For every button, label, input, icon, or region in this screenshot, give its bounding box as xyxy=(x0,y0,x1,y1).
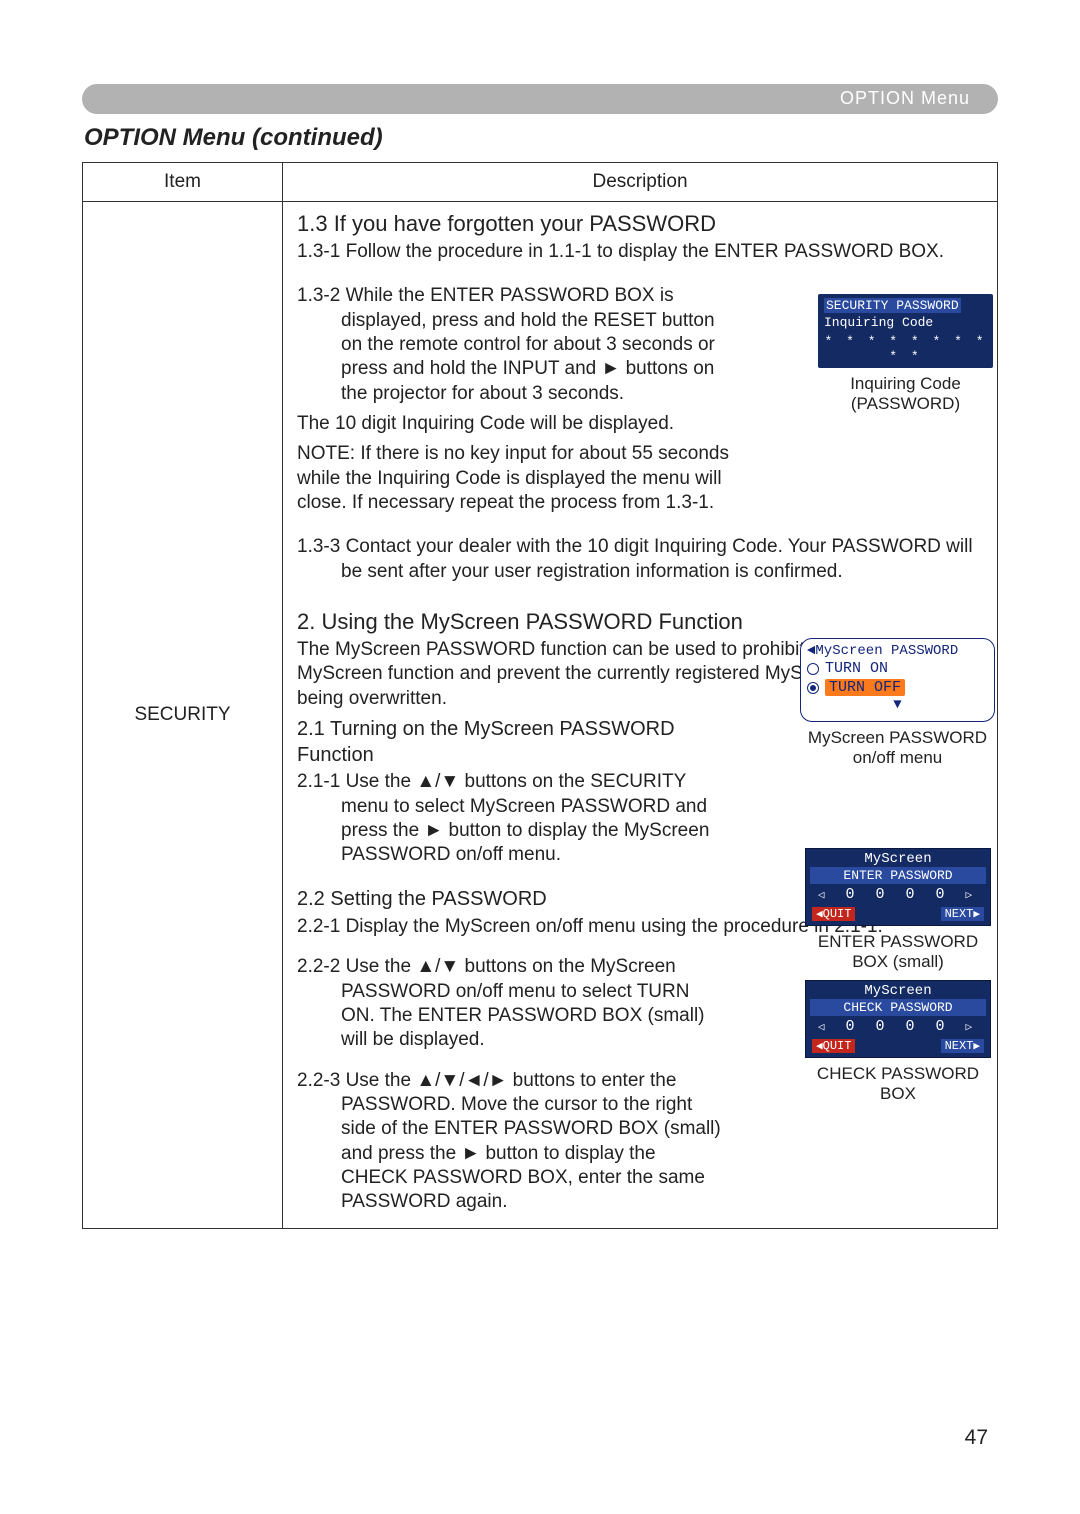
pw2-quit: ◀QUIT xyxy=(812,1039,855,1053)
radio-on-icon xyxy=(807,682,819,694)
header-tab-bar: OPTION Menu xyxy=(82,84,998,114)
pw2-caption1: CHECK PASSWORD xyxy=(805,1064,991,1084)
p-1-3-2: 1.3-2 While the ENTER PASSWORD BOX is di… xyxy=(297,284,729,406)
pw2-quit-label: QUIT xyxy=(823,1039,852,1053)
cell-desc: 1.3 If you have forgotten your PASSWORD … xyxy=(283,202,998,1229)
option-table: Item Description SECURITY 1.3 If you hav… xyxy=(82,162,998,1229)
chevron-down-icon: ▼ xyxy=(807,697,988,713)
th-item: Item xyxy=(83,163,283,202)
p-2-2-2: 2.2-2 Use the ▲/▼ buttons on the MyScree… xyxy=(297,955,727,1052)
section-title: OPTION Menu (continued) xyxy=(84,124,998,152)
ms-opt-off: TURN OFF xyxy=(825,679,905,696)
pw2-digits-text: 0 0 0 0 xyxy=(845,1018,950,1035)
p-2-2-3: 2.2-3 Use the ▲/▼/◄/► buttons to enter t… xyxy=(297,1069,727,1215)
ms-caption1: MyScreen PASSWORD xyxy=(800,728,995,748)
iq-code: * * * * * * * * * * xyxy=(824,334,987,364)
p-1-3-3: 1.3-3 Contact your dealer with the 10 di… xyxy=(297,535,983,584)
p-1-3-2b: The 10 digit Inquiring Code will be disp… xyxy=(297,412,729,436)
ms-caption2: on/off menu xyxy=(800,748,995,768)
pw2-title: MyScreen xyxy=(810,983,986,999)
pw2-digits: ◁ 0 0 0 0 ▷ xyxy=(810,1016,986,1037)
pw1-caption2: BOX (small) xyxy=(805,952,991,972)
pw1-quit-label: QUIT xyxy=(823,907,852,921)
enter-password-figure: MyScreen ENTER PASSWORD ◁ 0 0 0 0 ▷ ◀QUI… xyxy=(805,848,991,973)
pw1-quit: ◀QUIT xyxy=(812,907,855,921)
pw1-next-label: NEXT xyxy=(945,907,974,921)
pw1-digits: ◁ 0 0 0 0 ▷ xyxy=(810,884,986,905)
pw1-next: NEXT▶ xyxy=(941,907,984,921)
ms-title: ◄MyScreen PASSWORD xyxy=(807,643,988,659)
radio-off-icon xyxy=(807,663,819,675)
p-1-3-1: 1.3-1 Follow the procedure in 1.1-1 to d… xyxy=(297,240,983,264)
p-2-1-1: 2.1-1 Use the ▲/▼ buttons on the SECURIT… xyxy=(297,770,727,867)
iq-caption2: (PASSWORD) xyxy=(818,394,993,414)
ms-row-on: TURN ON xyxy=(807,659,988,678)
p-1-3-2c: NOTE: If there is no key input for about… xyxy=(297,442,729,515)
heading-1-3: 1.3 If you have forgotten your PASSWORD xyxy=(297,210,983,238)
iq-sub: Inquiring Code xyxy=(824,315,987,330)
pw2-caption2: BOX xyxy=(805,1084,991,1104)
pw2-next: NEXT▶ xyxy=(941,1039,984,1053)
ms-row-off: TURN OFF xyxy=(807,678,988,697)
pw1-bar: ENTER PASSWORD xyxy=(810,867,986,884)
page-number: 47 xyxy=(965,1426,988,1450)
pw1-caption1: ENTER PASSWORD xyxy=(805,932,991,952)
iq-caption1: Inquiring Code xyxy=(818,374,993,394)
ms-opt-on: TURN ON xyxy=(825,660,888,677)
heading-2-1: 2.1 Turning on the MyScreen PASSWORD Fun… xyxy=(297,717,727,768)
check-password-figure: MyScreen CHECK PASSWORD ◁ 0 0 0 0 ▷ ◀QUI… xyxy=(805,980,991,1105)
myscreen-onoff-figure: ◄MyScreen PASSWORD TURN ON TURN OFF ▼ My… xyxy=(800,638,995,769)
check-password-panel: MyScreen CHECK PASSWORD ◁ 0 0 0 0 ▷ ◀QUI… xyxy=(805,980,991,1058)
pw2-next-label: NEXT xyxy=(945,1039,974,1053)
inquiring-code-figure: SECURITY PASSWORD Inquiring Code * * * *… xyxy=(818,294,993,415)
heading-2: 2. Using the MyScreen PASSWORD Function xyxy=(297,608,983,636)
header-tab-label: OPTION Menu xyxy=(840,88,970,109)
th-desc: Description xyxy=(283,163,998,202)
enter-password-panel: MyScreen ENTER PASSWORD ◁ 0 0 0 0 ▷ ◀QUI… xyxy=(805,848,991,926)
iq-header: SECURITY PASSWORD xyxy=(824,298,961,313)
pw1-title: MyScreen xyxy=(810,851,986,867)
cell-item: SECURITY xyxy=(83,202,283,1229)
pw1-digits-text: 0 0 0 0 xyxy=(845,886,950,903)
pw2-bar: CHECK PASSWORD xyxy=(810,999,986,1016)
inquiring-code-panel: SECURITY PASSWORD Inquiring Code * * * *… xyxy=(818,294,993,368)
myscreen-panel: ◄MyScreen PASSWORD TURN ON TURN OFF ▼ xyxy=(800,638,995,722)
